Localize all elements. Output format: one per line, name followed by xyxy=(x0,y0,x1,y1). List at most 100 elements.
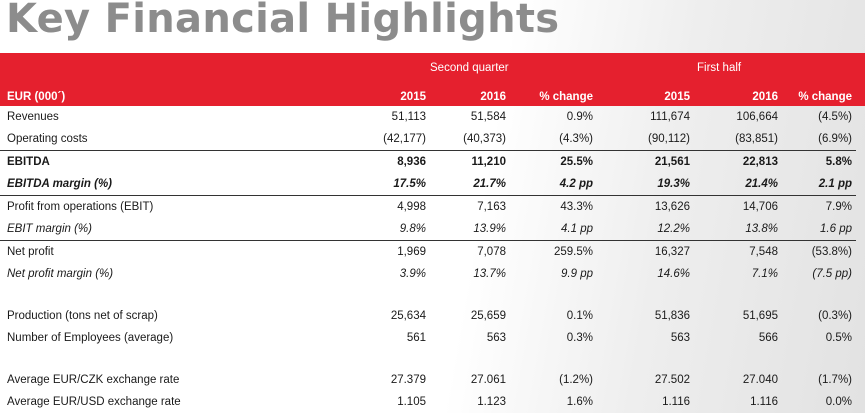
value-cell: (4.5%) xyxy=(818,111,852,123)
value-cell: 17.5% xyxy=(268,173,430,196)
value-cell: 0.3% xyxy=(566,332,593,344)
spacer-cell xyxy=(0,349,856,369)
table-row: Operating costs (42,177) (40,373) (4.3%) (90… xyxy=(0,128,856,151)
group-label-second-quarter: Second quarter xyxy=(430,62,509,74)
table-row: Number of Employees (average) 561 563 0.3% 5… xyxy=(0,327,856,349)
row-label: Average EUR/CZK exchange rate xyxy=(7,374,180,386)
value-cell: (83,851) xyxy=(735,133,778,145)
value-cell: 4.1 pp xyxy=(510,218,597,241)
row-label: Operating costs xyxy=(7,133,88,145)
value-cell: 1.6 pp xyxy=(782,218,856,241)
value-cell: (6.9%) xyxy=(818,133,852,145)
value-cell: 13,626 xyxy=(654,201,690,213)
value-cell: 1.105 xyxy=(397,396,426,408)
header-cell: % change xyxy=(539,90,593,103)
value-cell: 9.9 pp xyxy=(561,268,593,280)
table-row: Production (tons net of scrap) 25,634 25,6… xyxy=(0,305,856,327)
value-cell: 1.116 xyxy=(750,396,778,408)
value-cell: 21.4% xyxy=(694,173,782,196)
value-cell: (40,373) xyxy=(463,133,506,145)
value-cell: (1.2%) xyxy=(559,374,593,386)
value-cell: 13.9% xyxy=(430,218,510,241)
value-cell: 12.2% xyxy=(597,218,694,241)
value-cell: 106,664 xyxy=(736,111,778,123)
value-cell: (42,177) xyxy=(383,133,426,145)
value-cell: 51,113 xyxy=(391,111,426,123)
value-cell: 43.3% xyxy=(560,201,593,213)
value-cell: 27.502 xyxy=(654,374,690,386)
row-label: Net profit margin (%) xyxy=(7,268,114,280)
value-cell: 0.9% xyxy=(566,111,593,123)
row-label: EBITDA xyxy=(0,150,268,173)
group-label-first-half: First half xyxy=(697,62,742,74)
row-label: EBIT margin (%) xyxy=(0,218,268,241)
header-band xyxy=(0,53,865,106)
table-row: Net profit 1,969 7,078 259.5% 16,327 7,548 (53… xyxy=(0,241,856,264)
page-title: Key Financial Highlights xyxy=(6,0,560,42)
value-cell: 7.9% xyxy=(825,201,852,213)
table-row: Average EUR/USD exchange rate 1.105 1.123 1… xyxy=(0,391,856,413)
value-cell: 7.1% xyxy=(751,268,778,280)
header-row: EUR (000´) 2015 2016 % change 2015 2016 … xyxy=(0,87,856,106)
value-cell: 259.5% xyxy=(553,246,593,258)
header-cell: % change xyxy=(798,90,852,103)
value-cell: 1.123 xyxy=(477,396,506,408)
table-row: Net profit margin (%) 3.9% 13.7% 9.9 pp 14.6… xyxy=(0,263,856,285)
value-cell: 0.1% xyxy=(566,310,593,322)
value-cell: 21,561 xyxy=(597,150,694,173)
table-row: Profit from operations (EBIT) 4,998 7,163 4… xyxy=(0,196,856,219)
value-cell: (4.3%) xyxy=(559,133,593,145)
value-cell: 19.3% xyxy=(597,173,694,196)
value-cell: 563 xyxy=(670,332,690,344)
value-cell: 8,936 xyxy=(268,150,430,173)
value-cell: (7.5 pp) xyxy=(812,268,852,280)
value-cell: 2.1 pp xyxy=(782,173,856,196)
spacer-row xyxy=(0,285,856,305)
header-cell: 2016 xyxy=(752,90,778,103)
value-cell: 7,078 xyxy=(477,246,506,258)
value-cell: 1,969 xyxy=(397,246,426,258)
table-row: EBITDA margin (%) 17.5% 21.7% 4.2 pp 19.3% 21… xyxy=(0,173,856,196)
value-cell: 22,813 xyxy=(694,150,782,173)
value-cell: 27.040 xyxy=(742,374,778,386)
value-cell: 11,210 xyxy=(430,150,510,173)
value-cell: 7,163 xyxy=(477,201,506,213)
table-row: Average EUR/CZK exchange rate 27.379 27.06… xyxy=(0,369,856,391)
row-label: Revenues xyxy=(7,111,59,123)
value-cell: 16,327 xyxy=(654,246,690,258)
spacer-cell xyxy=(0,285,856,305)
row-label: Production (tons net of scrap) xyxy=(7,310,158,322)
value-cell: 51,836 xyxy=(654,310,690,322)
value-cell: 111,674 xyxy=(650,111,690,123)
value-cell: 561 xyxy=(406,332,426,344)
value-cell: 14,706 xyxy=(742,201,778,213)
value-cell: 0.0% xyxy=(825,396,852,408)
spacer-row xyxy=(0,349,856,369)
value-cell: 14.6% xyxy=(657,268,690,280)
value-cell: 25.5% xyxy=(510,150,597,173)
value-cell: 4,998 xyxy=(397,201,426,213)
financial-table: EUR (000´) 2015 2016 % change 2015 2016 … xyxy=(0,87,856,413)
value-cell: 13.8% xyxy=(694,218,782,241)
value-cell: 4.2 pp xyxy=(510,173,597,196)
row-label: EBITDA margin (%) xyxy=(0,173,268,196)
value-cell: 1.6% xyxy=(566,396,593,408)
value-cell: 566 xyxy=(758,332,778,344)
value-cell: 5.8% xyxy=(782,150,856,173)
row-label: Number of Employees (average) xyxy=(7,332,174,344)
value-cell: 51,584 xyxy=(470,111,506,123)
value-cell: 563 xyxy=(486,332,506,344)
table-row: EBITDA 8,936 11,210 25.5% 21,561 22,813 5.8% xyxy=(0,150,856,173)
header-cell: 2015 xyxy=(664,90,690,103)
value-cell: (90,112) xyxy=(648,133,690,145)
value-cell: (53.8%) xyxy=(811,246,852,258)
value-cell: 1.116 xyxy=(662,396,690,408)
value-cell: 25,634 xyxy=(390,310,426,322)
row-label: Profit from operations (EBIT) xyxy=(7,201,154,213)
value-cell: 9.8% xyxy=(268,218,430,241)
value-cell: 27.061 xyxy=(470,374,506,386)
row-label: Net profit xyxy=(7,246,54,258)
value-cell: 7,548 xyxy=(749,246,778,258)
header-label: EUR (000´) xyxy=(7,90,66,103)
value-cell: (0.3%) xyxy=(818,310,852,322)
